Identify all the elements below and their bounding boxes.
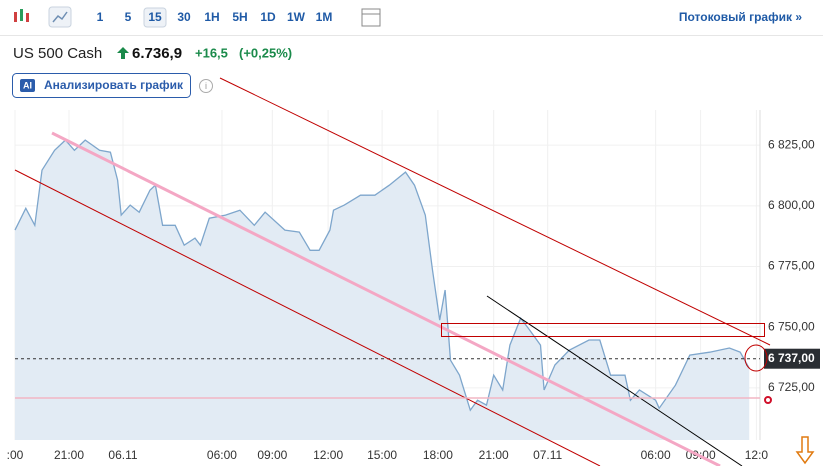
interval-button[interactable]: 30 [177,10,191,24]
y-tick-label: 6 775,00 [768,259,815,273]
x-tick-label: 12:0 [745,448,769,462]
line [14,139,750,412]
table-icon[interactable] [361,8,381,27]
x-tick-label: 21:00 [479,448,509,462]
line-icon[interactable] [48,6,72,28]
interval-button[interactable]: 1W [287,10,306,24]
candle-icon[interactable] [14,9,29,22]
x-tick-label: 09:00 [257,448,287,462]
x-tick-label: 06:00 [207,448,237,462]
interval-button[interactable]: 1H [204,10,219,24]
x-tick-label: 15:00 [367,448,397,462]
price: 6.736,9 [132,45,182,62]
last-price-label: 6 737,00 [768,351,815,365]
x-tick-label: 06.11 [108,448,137,462]
streaming-link[interactable]: Потоковый график » [679,10,802,24]
interval-button[interactable]: 5 [125,10,132,24]
y-tick-label: 6 800,00 [768,198,815,212]
x-tick-label: 07.11 [533,448,562,462]
active-interval-bg [143,7,167,28]
x-tick-label: 21:00 [54,448,84,462]
interval-button[interactable]: 15 [148,10,162,24]
y-tick-label: 6 750,00 [768,319,815,333]
drawings [14,77,815,466]
info-icon-i: i [205,81,207,91]
ai-button[interactable] [12,73,191,98]
x-tick-label: 18:00 [423,448,453,462]
interval-button[interactable]: 1M [316,10,333,24]
area [15,140,750,440]
last-price-box [764,348,820,369]
y-tick-label: 6 825,00 [768,137,815,151]
ai-button-label[interactable]: Анализировать график [44,78,184,92]
interval-button[interactable]: 1 [97,10,104,24]
ai-badge: AI [23,80,32,90]
y-tick-label: 6 725,00 [768,380,815,394]
interval-button[interactable]: 5H [232,10,247,24]
up-arrow [117,47,129,59]
x-tick-label: 12:00 [313,448,343,462]
interval-button[interactable]: 1D [260,10,276,24]
x-tick-label: 06:00 [641,448,671,462]
change: +16,5 [195,45,228,60]
change-pct: (+0,25%) [239,45,292,60]
ai-badge-bg [20,79,35,92]
x-tick-label: :00 [7,448,24,462]
info-icon[interactable] [199,79,213,93]
symbol: US 500 Cash [13,45,102,62]
